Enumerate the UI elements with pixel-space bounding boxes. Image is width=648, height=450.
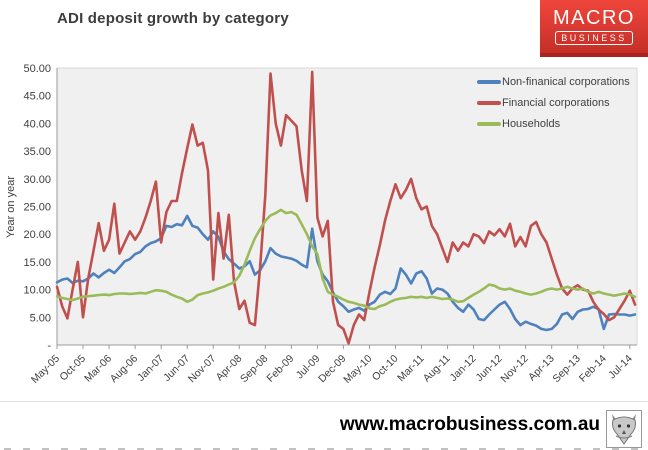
x-tick-label: Feb-09 <box>264 353 296 385</box>
x-tick-label: May-10 <box>341 353 374 386</box>
y-tick-label: 5.00 <box>30 312 51 324</box>
y-tick-label: 15.00 <box>23 257 51 269</box>
x-tick-label: Feb-14 <box>577 353 609 385</box>
x-tick-label: Aug-06 <box>108 353 141 386</box>
plot-area <box>57 68 637 345</box>
legend-swatch <box>477 79 501 84</box>
bottom-tick-marks <box>4 448 644 450</box>
series-line-non-finanical-corporations <box>55 214 637 332</box>
x-tick-label: Nov-12 <box>498 353 531 386</box>
x-tick-label: Jul-14 <box>606 353 635 382</box>
x-tick-label: Mar-06 <box>82 353 114 385</box>
x-tick-label: Sep-13 <box>550 353 583 386</box>
footer-divider <box>0 401 648 402</box>
legend-label: Non-finanical corporations <box>502 75 630 88</box>
x-tick-label: Mar-11 <box>395 353 427 385</box>
y-tick-label: 20.00 <box>23 229 51 241</box>
legend-swatch <box>477 100 501 105</box>
macrobusiness-logo: MACRO BUSINESS <box>540 0 648 57</box>
series-line-households <box>55 208 637 311</box>
y-tick-label: 40.00 <box>23 118 51 130</box>
y-tick-label: 50.00 <box>23 63 51 75</box>
footer-url[interactable]: www.macrobusiness.com.au <box>339 414 600 435</box>
x-tick-label: Nov-07 <box>186 353 219 386</box>
legend-item-non-finanical-corporations: Non-finanical corporations <box>477 71 630 92</box>
x-tick-label: May-05 <box>29 353 62 386</box>
y-tick-label: 45.00 <box>23 91 51 103</box>
y-tick-label: 35.00 <box>23 146 51 158</box>
logo-line2: BUSINESS <box>555 31 633 45</box>
logo-line1: MACRO <box>553 7 635 29</box>
wolf-logo-icon <box>606 410 642 448</box>
x-tick-label: Oct-10 <box>370 353 401 384</box>
x-tick-label: Sep-08 <box>238 353 271 386</box>
x-tick-label: Aug-11 <box>421 353 453 385</box>
y-tick-label: - <box>47 340 51 352</box>
y-tick-label: 25.00 <box>23 202 51 214</box>
legend-label: Households <box>502 117 561 130</box>
x-tick-label: Jan-12 <box>448 353 479 384</box>
legend-swatch <box>477 121 501 126</box>
legend-label: Financial corporations <box>502 96 610 109</box>
series-line-financial-corporations <box>55 70 637 345</box>
x-tick-label: Jan-07 <box>135 353 166 384</box>
chart-title: ADI deposit growth by category <box>57 10 289 27</box>
y-tick-label: 10.00 <box>23 285 51 297</box>
legend-item-financial-corporations: Financial corporations <box>477 92 630 113</box>
y-axis-title: Year on year <box>5 176 17 238</box>
y-tick-label: 30.00 <box>23 174 51 186</box>
chart-legend: Non-finanical corporations Financial corp… <box>477 71 630 134</box>
legend-item-households: Households <box>477 113 630 134</box>
